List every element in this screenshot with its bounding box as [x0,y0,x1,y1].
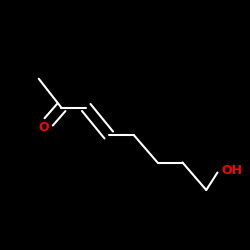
Text: O: O [38,121,49,134]
Text: OH: OH [221,164,242,176]
